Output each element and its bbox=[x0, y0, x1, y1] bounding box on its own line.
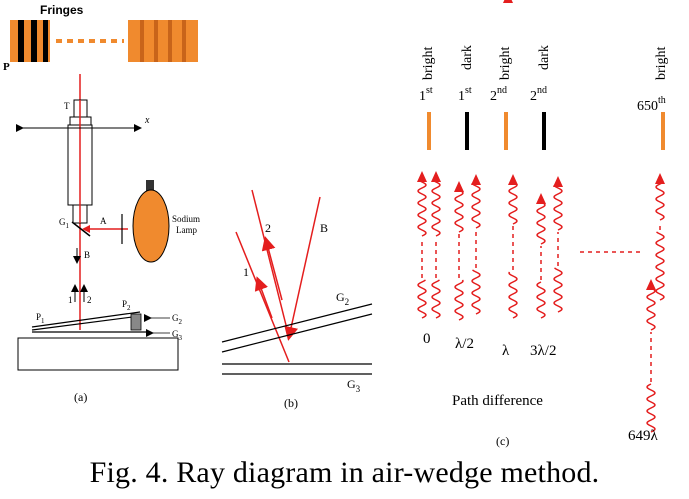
glass-plate-g1 bbox=[71, 221, 91, 237]
fringe-bar-dark-1 bbox=[465, 112, 469, 150]
incident-ray-2 bbox=[251, 189, 290, 338]
g1-label: G1 bbox=[59, 217, 70, 230]
wave-arrowhead bbox=[503, 0, 513, 3]
wave-segment bbox=[417, 279, 427, 319]
wave-segment bbox=[553, 267, 563, 313]
path-value-4: 3λ/2 bbox=[530, 343, 556, 359]
wave-segment bbox=[471, 269, 481, 315]
a-label: A bbox=[100, 216, 107, 226]
wave-segment bbox=[508, 271, 518, 319]
path-difference-label: Path difference bbox=[452, 393, 543, 409]
figure-caption: Fig. 4. Ray diagram in air-wedge method. bbox=[89, 456, 600, 489]
fringe-order: 1st bbox=[458, 85, 472, 104]
lamp-cap bbox=[146, 180, 154, 194]
wave-arrowhead bbox=[471, 174, 481, 185]
wave-segment bbox=[508, 182, 518, 225]
ray1-label-b: 1 bbox=[243, 265, 249, 279]
g2-label-a: G2 bbox=[172, 313, 183, 326]
panel-c: bright 1st dark 1st bright 2nd dark 2nd … bbox=[417, 0, 669, 448]
lamp-label-1: Sodium bbox=[172, 214, 200, 224]
wave-arrowhead bbox=[553, 176, 563, 187]
wave-segment bbox=[454, 279, 464, 321]
t-label: T bbox=[64, 101, 70, 111]
wave-segment bbox=[655, 231, 665, 301]
reflected-ray-1 bbox=[235, 231, 290, 363]
lamp-label-2: Lamp bbox=[176, 225, 197, 235]
path-value-3: λ bbox=[502, 343, 510, 359]
b-label-a: B bbox=[84, 250, 90, 260]
fringe-bar-bright-650 bbox=[661, 112, 665, 150]
wave-segment bbox=[646, 383, 656, 433]
x-label: x bbox=[144, 115, 150, 126]
wave-segment bbox=[471, 182, 481, 229]
wave-segment bbox=[454, 189, 464, 233]
fringe-bar-bright-2 bbox=[504, 112, 508, 150]
wave-segment bbox=[431, 179, 441, 237]
path-value-1: 0 bbox=[423, 331, 431, 347]
p1-label: P1 bbox=[36, 312, 45, 325]
caption-a: (a) bbox=[74, 390, 87, 404]
path-value-2: λ/2 bbox=[455, 336, 474, 352]
fringe-type: dark bbox=[537, 45, 552, 70]
g3-label-b: G3 bbox=[347, 377, 361, 394]
fringe-label-3: bright 2nd bbox=[490, 46, 513, 104]
fringe-type: bright bbox=[421, 46, 436, 80]
wave-trains bbox=[417, 0, 665, 433]
fringe-order: 650th bbox=[637, 95, 666, 114]
plate-g2-b-top bbox=[221, 303, 373, 343]
caption-c: (c) bbox=[496, 434, 509, 448]
panel-a: Fringes P T x G1 A Sodium Lamp B bbox=[3, 3, 200, 404]
fringe-pattern-left bbox=[10, 20, 50, 62]
fringe-bar-dark-2 bbox=[542, 112, 546, 150]
fringe-label-4: dark 2nd bbox=[530, 45, 552, 104]
wave-segment bbox=[655, 181, 665, 221]
wave-arrowhead bbox=[508, 174, 518, 185]
incident-ray-b bbox=[284, 196, 321, 341]
ray1-label-a: 1 bbox=[68, 295, 73, 305]
wave-segment bbox=[536, 281, 546, 319]
fringe-label-1: bright 1st bbox=[419, 46, 436, 104]
fringe-order: 2nd bbox=[530, 85, 547, 104]
caption-b: (b) bbox=[284, 396, 298, 410]
g2-label-b: G2 bbox=[336, 290, 349, 307]
wave-arrowhead bbox=[536, 193, 546, 204]
wave-segment bbox=[431, 279, 441, 319]
p2-label: P2 bbox=[122, 299, 131, 312]
fringes-label: Fringes bbox=[40, 3, 84, 17]
wave-segment bbox=[646, 287, 656, 331]
p-label: P bbox=[3, 61, 10, 73]
base-stand bbox=[17, 337, 179, 371]
ray2-label-a: 2 bbox=[87, 295, 92, 305]
wire-spacer bbox=[130, 313, 142, 331]
plate-g2-lower bbox=[31, 315, 141, 331]
fringe-order: 2nd bbox=[490, 85, 507, 104]
ray2-label-b: 2 bbox=[265, 221, 271, 235]
wave-segment bbox=[417, 179, 427, 237]
fringe-type: bright bbox=[654, 46, 669, 80]
air-wedge-figure: Fringes P T x G1 A Sodium Lamp B bbox=[3, 0, 669, 448]
panel-b: 1 2 B G2 G3 (b) bbox=[221, 189, 373, 410]
g3-label-a: G3 bbox=[172, 329, 183, 342]
b-label-b: B bbox=[320, 221, 328, 235]
wave-arrowhead bbox=[655, 173, 665, 184]
sodium-lamp bbox=[132, 189, 170, 263]
plate-g2 bbox=[31, 311, 141, 328]
path-value-5: 649λ bbox=[628, 428, 659, 444]
wave-arrowhead bbox=[646, 279, 656, 290]
fringe-order: 1st bbox=[419, 85, 433, 104]
fringe-label-5: bright 650th bbox=[637, 46, 669, 114]
fringe-type: dark bbox=[460, 45, 475, 70]
wave-arrowhead bbox=[417, 171, 427, 182]
fringe-type: bright bbox=[498, 46, 513, 80]
fringe-label-2: dark 1st bbox=[458, 45, 475, 104]
wave-segment bbox=[536, 201, 546, 245]
fringe-bar-bright-1 bbox=[427, 112, 431, 150]
plate-g2-b-bottom bbox=[221, 313, 373, 353]
wave-segment bbox=[553, 184, 563, 231]
reflected-ray-2-arrow bbox=[261, 236, 283, 301]
wave-arrowhead bbox=[431, 171, 441, 182]
fringe-pattern-right bbox=[128, 20, 198, 62]
reflected-ray-1-arrow bbox=[254, 276, 273, 319]
wave-arrowhead bbox=[454, 181, 464, 192]
